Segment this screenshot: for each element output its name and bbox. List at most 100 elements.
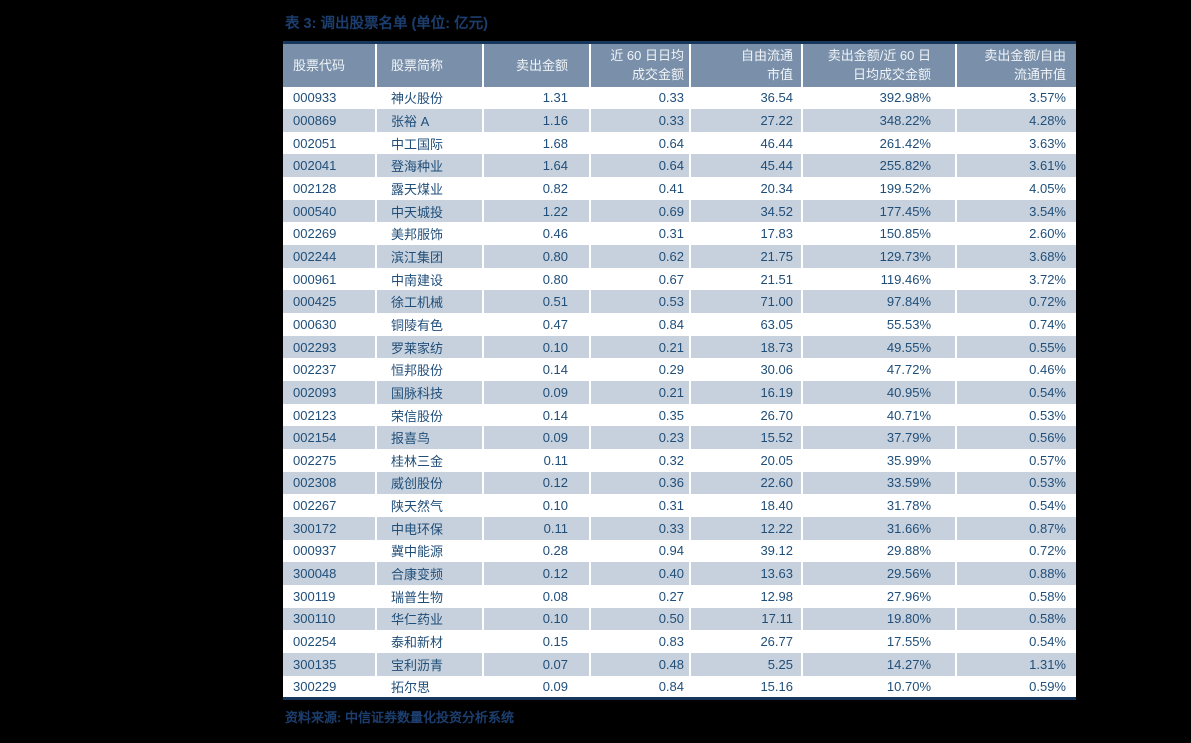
stock-name-cell: 中工国际: [376, 131, 484, 155]
sell-to-float-ratio-cell: 0.58%: [1029, 611, 1066, 627]
stock-name-cell: 威创股份: [376, 471, 484, 495]
sell-to-turnover-ratio-cell: 19.80%: [802, 607, 957, 631]
sell-to-float-ratio-cell: 0.53%: [1029, 407, 1066, 423]
sell-to-turnover-ratio-cell: 10.70%: [802, 675, 957, 699]
column-header-stock-code: 股票代码: [283, 42, 377, 87]
stock-name-cell: 国脉科技: [376, 381, 484, 404]
stock-code-cell: 002269: [283, 222, 377, 246]
table-row: 000933 神火股份 1.31 0.33 36.54 392.98% 3.57%: [283, 86, 1076, 110]
sell-amount-cell: 0.12: [483, 562, 591, 585]
sell-to-float-ratio-cell: 0.56%: [1029, 430, 1066, 446]
free-float-cap-cell: 27.22: [690, 109, 803, 132]
table-row: 002267 陕天然气 0.10 0.31 18.40 31.78% 0.54%: [283, 494, 1076, 517]
sell-to-float-ratio-cell: 1.31%: [1029, 656, 1066, 672]
column-header-free-float-cap: 自由流通 市值: [690, 42, 803, 87]
stock-code-cell: 002267: [283, 494, 377, 517]
sell-to-float-ratio-cell: 0.57%: [1029, 452, 1066, 468]
stock-name-cell: 中南建设: [376, 267, 484, 291]
stock-code-cell: 000540: [283, 199, 377, 223]
sell-amount-cell: 0.08: [483, 584, 591, 608]
free-float-cap-cell: 63.05: [690, 313, 803, 336]
sell-amount-cell: 0.28: [483, 539, 591, 563]
sell-to-float-ratio-cell: 0.87%: [1029, 520, 1066, 536]
avg-60d-turnover-cell: 0.31: [590, 222, 691, 246]
stock-code-cell: 300110: [283, 607, 377, 631]
sell-to-turnover-ratio-cell: 49.55%: [802, 335, 957, 359]
sell-to-float-ratio-cell: 3.63%: [1029, 135, 1066, 151]
sell-to-turnover-ratio-cell: 47.72%: [802, 358, 957, 382]
sell-to-turnover-ratio-cell: 37.79%: [802, 426, 957, 449]
stock-code-cell: 300119: [283, 584, 377, 608]
stock-name-cell: 神火股份: [376, 86, 484, 110]
stock-code-cell: 002051: [283, 131, 377, 155]
sell-to-turnover-ratio-cell: 35.99%: [802, 449, 957, 472]
avg-60d-turnover-cell: 0.21: [590, 335, 691, 359]
column-header-avg-60d-turnover: 近 60 日日均 成交金额: [590, 42, 691, 87]
sell-to-float-ratio-cell: 3.61%: [1029, 158, 1066, 174]
sell-amount-cell: 0.14: [483, 403, 591, 427]
sell-to-float-ratio-cell: 0.59%: [1029, 678, 1066, 694]
table-header: 股票代码 股票简称 卖出金额 近 60 日日均 成交金额 自由流通 市值 卖出金额/…: [283, 42, 1076, 87]
stock-name-cell: 张裕 A: [376, 109, 484, 132]
free-float-cap-cell: 21.75: [690, 245, 803, 268]
free-float-cap-cell: 45.44: [690, 154, 803, 178]
sell-to-turnover-ratio-cell: 31.78%: [802, 494, 957, 517]
table-row: 300048 合康变频 0.12 0.40 13.63 29.56% 0.88%: [283, 562, 1076, 585]
sell-to-float-ratio-cell: 4.05%: [1029, 180, 1066, 196]
avg-60d-turnover-cell: 0.31: [590, 494, 691, 517]
stock-code-cell: 000630: [283, 313, 377, 336]
stock-code-cell: 002275: [283, 449, 377, 472]
sell-to-turnover-ratio-cell: 255.82%: [802, 154, 957, 178]
table-row: 002128 露天煤业 0.82 0.41 20.34 199.52% 4.05%: [283, 177, 1076, 200]
stock-name-cell: 徐工机械: [376, 290, 484, 314]
stock-code-cell: 002123: [283, 403, 377, 427]
table-row: 300172 中电环保 0.11 0.33 12.22 31.66% 0.87%: [283, 516, 1076, 540]
stock-code-cell: 300135: [283, 652, 377, 676]
table-row: 000869 张裕 A 1.16 0.33 27.22 348.22% 4.28%: [283, 109, 1076, 132]
stock-code-cell: 002041: [283, 154, 377, 178]
sell-to-turnover-ratio-cell: 33.59%: [802, 471, 957, 495]
free-float-cap-cell: 46.44: [690, 131, 803, 155]
table-row: 002123 荣信股份 0.14 0.35 26.70 40.71% 0.53%: [283, 403, 1076, 427]
sell-amount-cell: 0.10: [483, 335, 591, 359]
sell-amount-cell: 0.51: [483, 290, 591, 314]
sell-amount-cell: 0.80: [483, 267, 591, 291]
stock-code-cell: 000961: [283, 267, 377, 291]
sell-amount-cell: 0.09: [483, 381, 591, 404]
sell-amount-cell: 0.11: [483, 516, 591, 540]
sell-to-turnover-ratio-cell: 40.95%: [802, 381, 957, 404]
free-float-cap-cell: 34.52: [690, 199, 803, 223]
stock-name-cell: 宝利沥青: [376, 652, 484, 676]
sell-to-turnover-ratio-cell: 17.55%: [802, 630, 957, 653]
table-row: 002154 报喜鸟 0.09 0.23 15.52 37.79% 0.56%: [283, 426, 1076, 449]
sell-to-turnover-ratio-cell: 27.96%: [802, 584, 957, 608]
sell-to-turnover-ratio-cell: 119.46%: [802, 267, 957, 291]
stock-name-cell: 泰和新材: [376, 630, 484, 653]
sell-amount-cell: 1.22: [483, 199, 591, 223]
free-float-cap-cell: 21.51: [690, 267, 803, 291]
stock-name-cell: 荣信股份: [376, 403, 484, 427]
stock-code-cell: 002128: [283, 177, 377, 200]
sell-to-turnover-ratio-cell: 392.98%: [802, 86, 957, 110]
free-float-cap-cell: 36.54: [690, 86, 803, 110]
table-row: 000961 中南建设 0.80 0.67 21.51 119.46% 3.72%: [283, 267, 1076, 291]
sell-amount-cell: 0.12: [483, 471, 591, 495]
sell-to-float-ratio-cell: 0.53%: [1029, 475, 1066, 491]
source-note: 资料来源: 中信证券数量化投资分析系统: [285, 709, 514, 725]
free-float-cap-cell: 71.00: [690, 290, 803, 314]
sell-to-float-ratio-cell: 3.68%: [1029, 248, 1066, 264]
sell-to-float-ratio-cell: 0.74%: [1029, 316, 1066, 332]
stock-name-cell: 拓尔思: [376, 675, 484, 699]
stock-name-cell: 中电环保: [376, 516, 484, 540]
sell-to-turnover-ratio-cell: 31.66%: [802, 516, 957, 540]
table-row: 002254 泰和新材 0.15 0.83 26.77 17.55% 0.54%: [283, 630, 1076, 653]
sell-to-float-ratio-cell: 0.88%: [1029, 566, 1066, 582]
table-row: 000937 冀中能源 0.28 0.94 39.12 29.88% 0.72%: [283, 539, 1076, 563]
avg-60d-turnover-cell: 0.33: [590, 516, 691, 540]
stock-code-cell: 000869: [283, 109, 377, 132]
avg-60d-turnover-cell: 0.35: [590, 403, 691, 427]
sell-amount-cell: 1.68: [483, 131, 591, 155]
header-row: 股票代码 股票简称 卖出金额 近 60 日日均 成交金额 自由流通 市值 卖出金额/…: [283, 42, 1076, 87]
avg-60d-turnover-cell: 0.29: [590, 358, 691, 382]
sell-to-float-ratio-cell: 2.60%: [1029, 226, 1066, 242]
